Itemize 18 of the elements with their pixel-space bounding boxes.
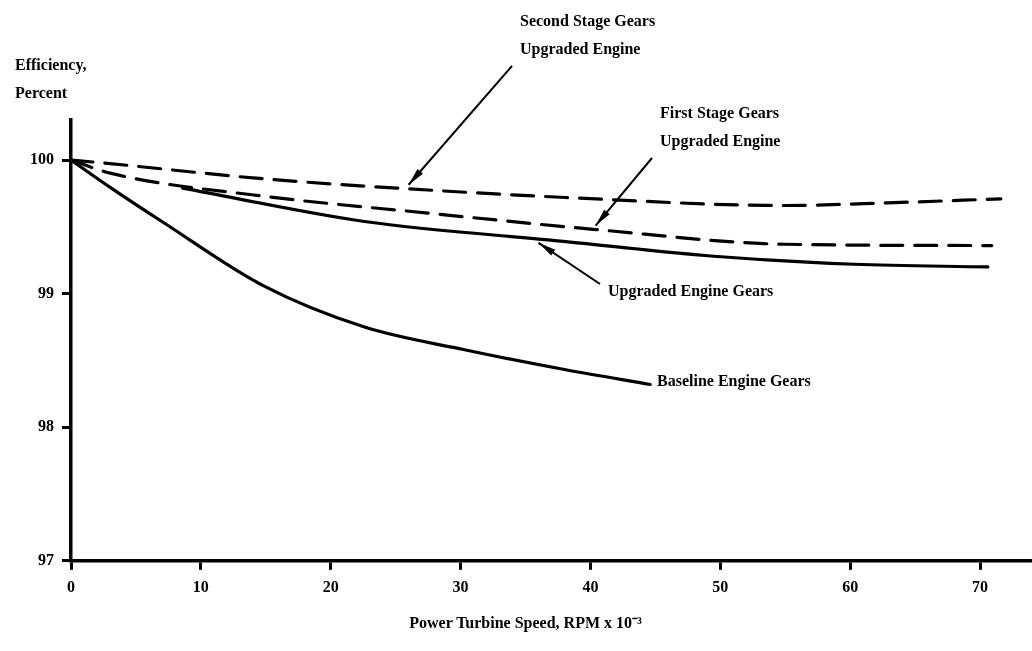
y-axis-title: Efficiency, Percent bbox=[15, 56, 87, 102]
x-tick-label: 40 bbox=[582, 577, 599, 595]
text: Second Stage Gears Upgraded Engine bbox=[520, 12, 656, 59]
x-tick-label: 50 bbox=[712, 577, 729, 595]
series-label: Baseline Engine Gears bbox=[657, 372, 811, 391]
y-tick-label: 100 bbox=[30, 150, 54, 168]
x-tick-label: 60 bbox=[842, 577, 859, 595]
y-tick-label: 97 bbox=[38, 550, 54, 568]
x-tick-label: 10 bbox=[192, 577, 209, 595]
y-tick-label: 99 bbox=[38, 283, 54, 301]
x-tick-label: 20 bbox=[322, 577, 339, 595]
x-tick-label: 30 bbox=[452, 577, 469, 595]
x-axis-title: Power Turbine Speed, RPM x 10⁻³ bbox=[409, 614, 643, 633]
series-label: Upgraded Engine Gears bbox=[608, 282, 774, 301]
y-tick-label: 98 bbox=[38, 417, 54, 435]
text: First Stage Gears Upgraded Engine bbox=[660, 104, 781, 151]
x-tick-label: 0 bbox=[67, 577, 75, 595]
x-tick-label: 70 bbox=[972, 577, 989, 595]
